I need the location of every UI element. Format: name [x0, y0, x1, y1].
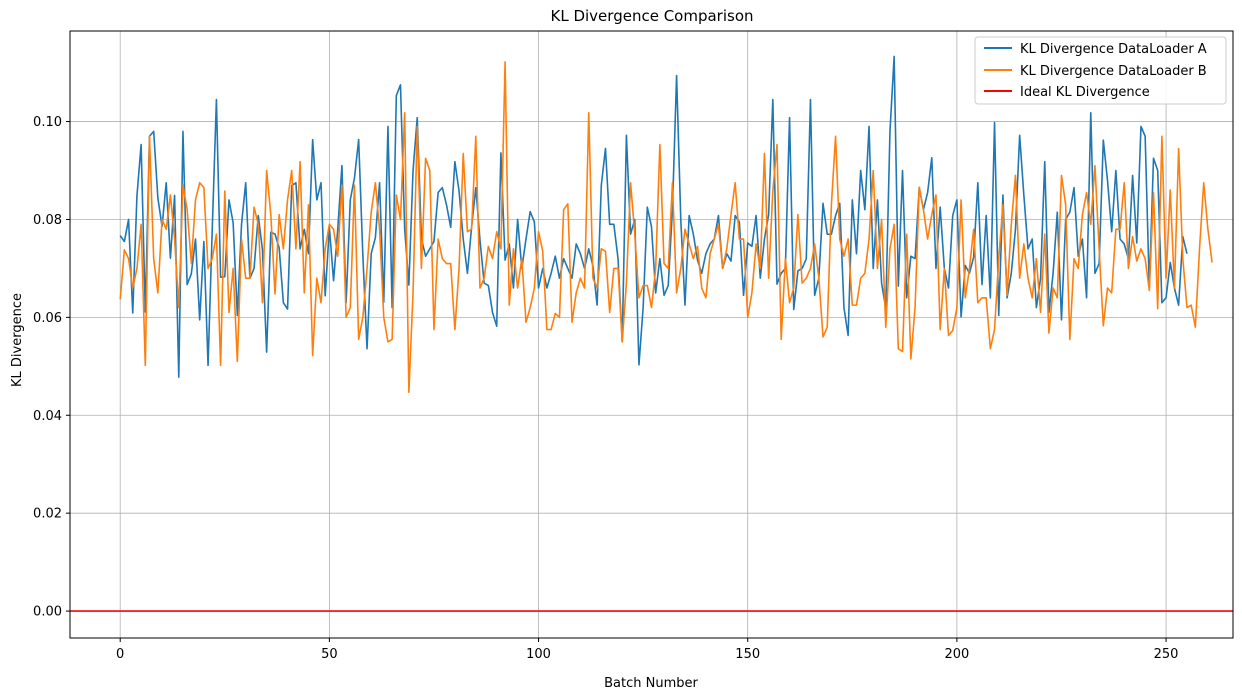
- legend-box: [974, 36, 1227, 105]
- series-layer: [70, 55, 1233, 612]
- legend: KL Divergence DataLoader A KL Divergence…: [974, 36, 1227, 105]
- y-tick-label: 0.04: [33, 409, 62, 424]
- y-tick-label: 0.10: [33, 115, 62, 130]
- x-tick-label: 200: [944, 647, 969, 662]
- x-axis-label: Batch Number: [604, 676, 698, 691]
- x-tick-label: 250: [1154, 647, 1179, 662]
- legend-label-ideal: Ideal KL Divergence: [1020, 85, 1150, 100]
- y-tick-label: 0.06: [33, 311, 62, 326]
- grid-lines: [70, 31, 1233, 638]
- legend-label-b: KL Divergence DataLoader B: [1020, 64, 1207, 79]
- series-line-kl-divergence-dataloader-b: [119, 61, 1213, 394]
- chart-title: KL Divergence Comparison: [551, 7, 754, 25]
- legend-label-a: KL Divergence DataLoader A: [1020, 42, 1207, 57]
- x-tick-label: 50: [321, 647, 338, 662]
- plot-frame: [69, 30, 1234, 639]
- x-tick-label: 150: [735, 647, 760, 662]
- x-tick-label: 0: [116, 647, 124, 662]
- y-tick-label: 0.02: [33, 507, 62, 522]
- y-tick-label: 0.08: [33, 213, 62, 228]
- y-tick-label: 0.00: [33, 605, 62, 620]
- x-tick-label: 100: [526, 647, 551, 662]
- x-axis-ticks: 0 50 100 150 200 250: [116, 638, 1178, 662]
- y-axis-ticks: 0.00 0.02 0.04 0.06 0.08 0.10: [33, 115, 70, 620]
- y-axis-label: KL Divergence: [10, 293, 25, 387]
